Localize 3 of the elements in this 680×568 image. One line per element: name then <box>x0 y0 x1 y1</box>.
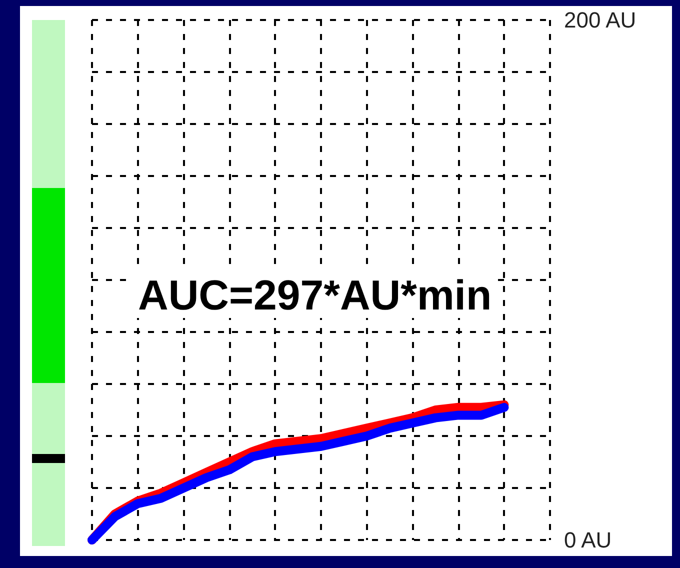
y-tick-label: 200 AU <box>564 8 636 32</box>
y-tick-label: 0 AU <box>564 528 612 552</box>
annotation: AUC=297*AU*min <box>138 272 492 318</box>
